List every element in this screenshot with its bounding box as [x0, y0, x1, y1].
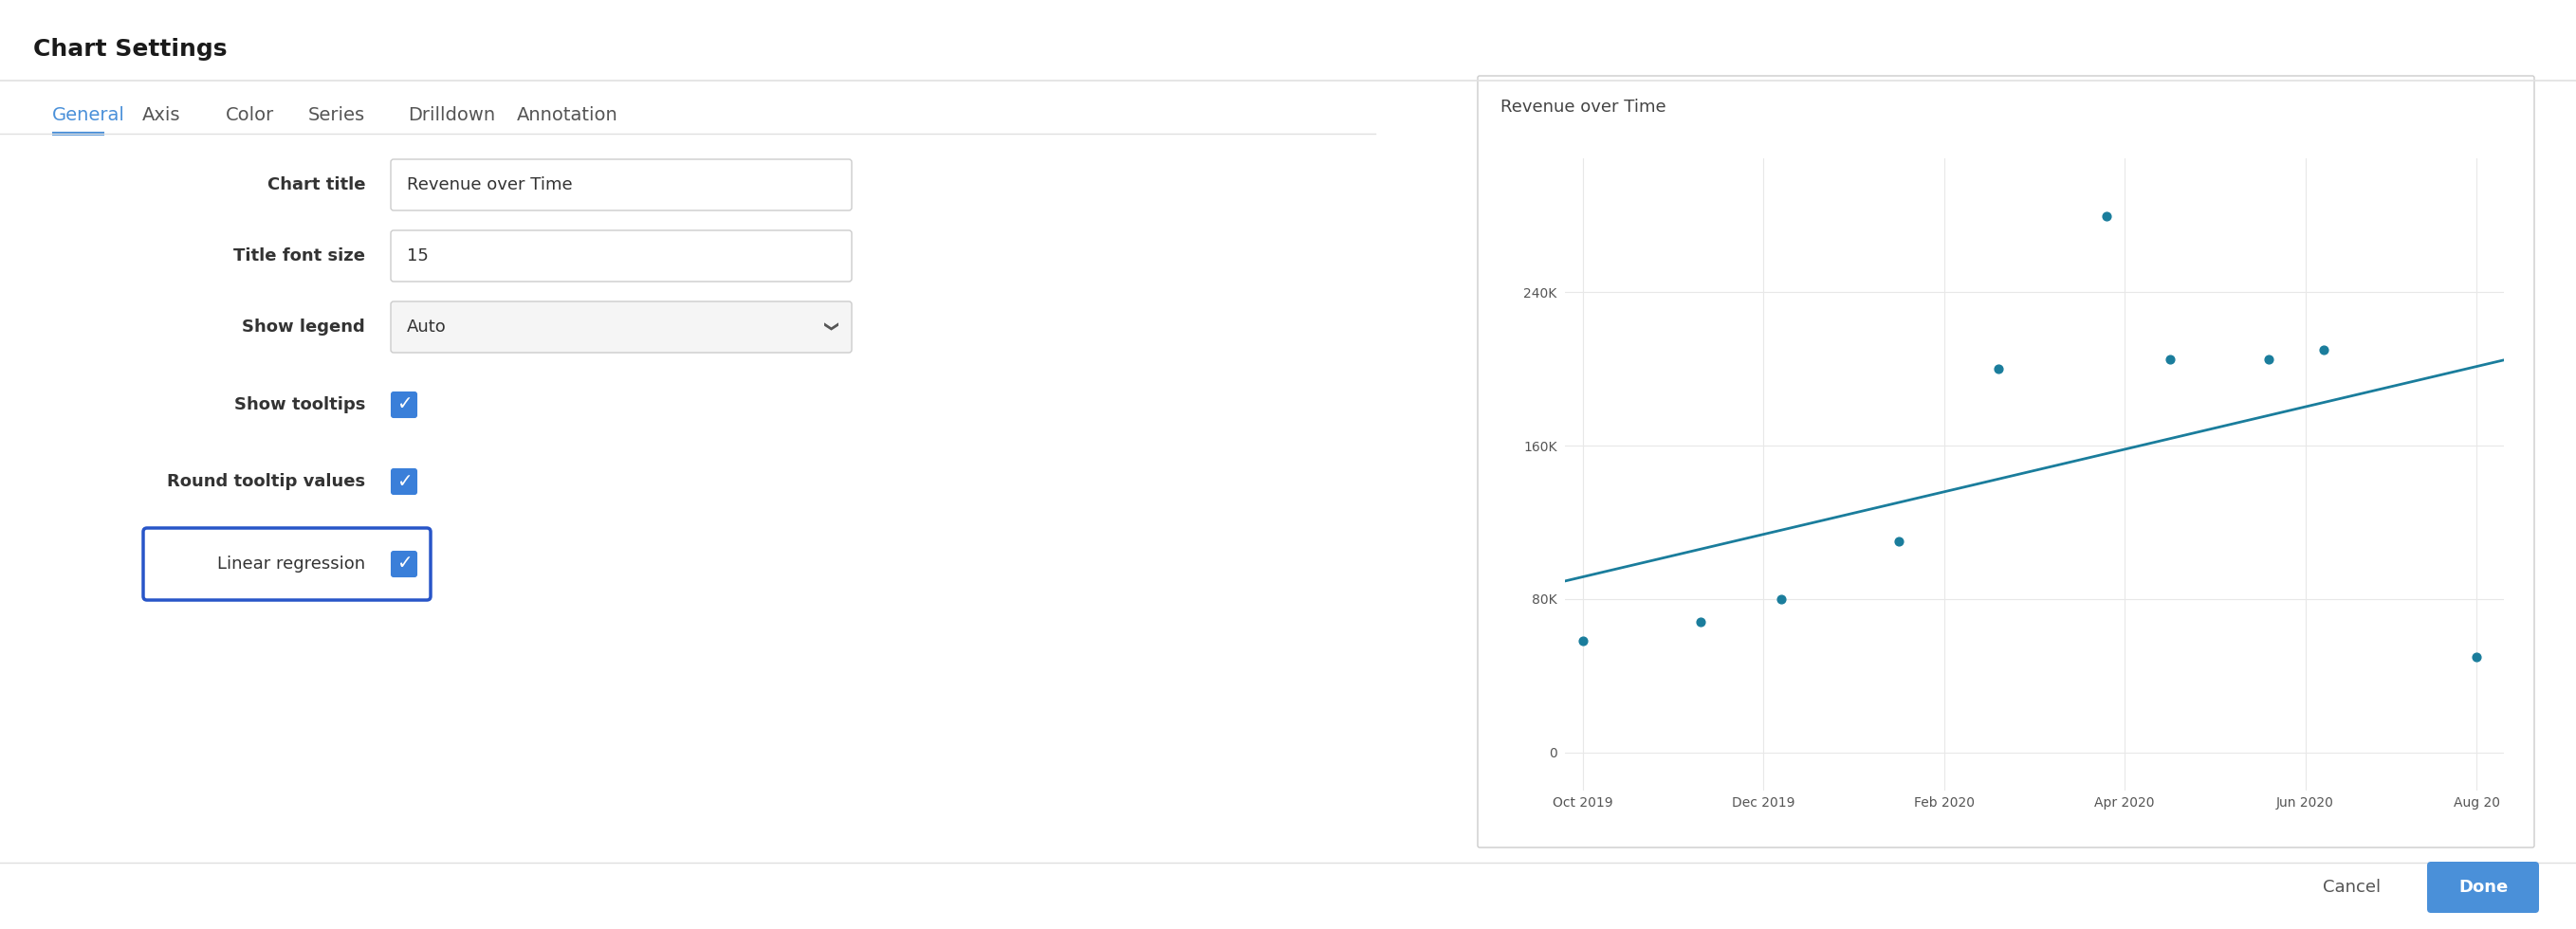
Text: Annotation: Annotation — [518, 107, 618, 124]
Text: Cancel: Cancel — [2324, 879, 2380, 896]
Point — [1564, 634, 1605, 648]
Text: Done: Done — [2458, 879, 2509, 896]
Text: Drilldown: Drilldown — [407, 107, 495, 124]
FancyBboxPatch shape — [392, 159, 853, 211]
Point — [1978, 361, 2020, 376]
FancyBboxPatch shape — [392, 392, 417, 417]
Point — [1762, 592, 1803, 607]
Point — [2303, 343, 2344, 358]
Text: Series: Series — [309, 107, 366, 124]
FancyBboxPatch shape — [392, 301, 853, 353]
Point — [2249, 352, 2290, 367]
Text: Round tooltip values: Round tooltip values — [167, 473, 366, 491]
FancyBboxPatch shape — [392, 469, 417, 494]
Text: Show legend: Show legend — [242, 319, 366, 335]
Text: ✓: ✓ — [397, 396, 412, 413]
Text: Linear regression: Linear regression — [216, 556, 366, 572]
FancyBboxPatch shape — [2427, 862, 2540, 913]
Text: Title font size: Title font size — [234, 247, 366, 265]
Text: ❯: ❯ — [822, 321, 835, 334]
FancyBboxPatch shape — [392, 552, 417, 576]
Text: General: General — [52, 107, 126, 124]
Point — [2148, 352, 2190, 367]
Text: Chart title: Chart title — [268, 177, 366, 193]
Text: ✓: ✓ — [397, 555, 412, 573]
Text: Revenue over Time: Revenue over Time — [407, 177, 572, 193]
FancyBboxPatch shape — [1479, 76, 2535, 847]
Text: Chart Settings: Chart Settings — [33, 38, 227, 60]
Text: Revenue over Time: Revenue over Time — [1499, 98, 1667, 115]
Point — [2458, 649, 2499, 664]
Point — [1878, 534, 1919, 549]
Text: Color: Color — [227, 107, 273, 124]
Point — [1680, 615, 1721, 630]
FancyBboxPatch shape — [144, 528, 430, 600]
Point — [2087, 208, 2128, 223]
Text: Axis: Axis — [142, 107, 180, 124]
Text: ✓: ✓ — [397, 473, 412, 491]
Text: Auto: Auto — [407, 319, 446, 335]
Text: 15: 15 — [407, 247, 428, 265]
FancyBboxPatch shape — [392, 230, 853, 281]
Text: Show tooltips: Show tooltips — [234, 397, 366, 413]
